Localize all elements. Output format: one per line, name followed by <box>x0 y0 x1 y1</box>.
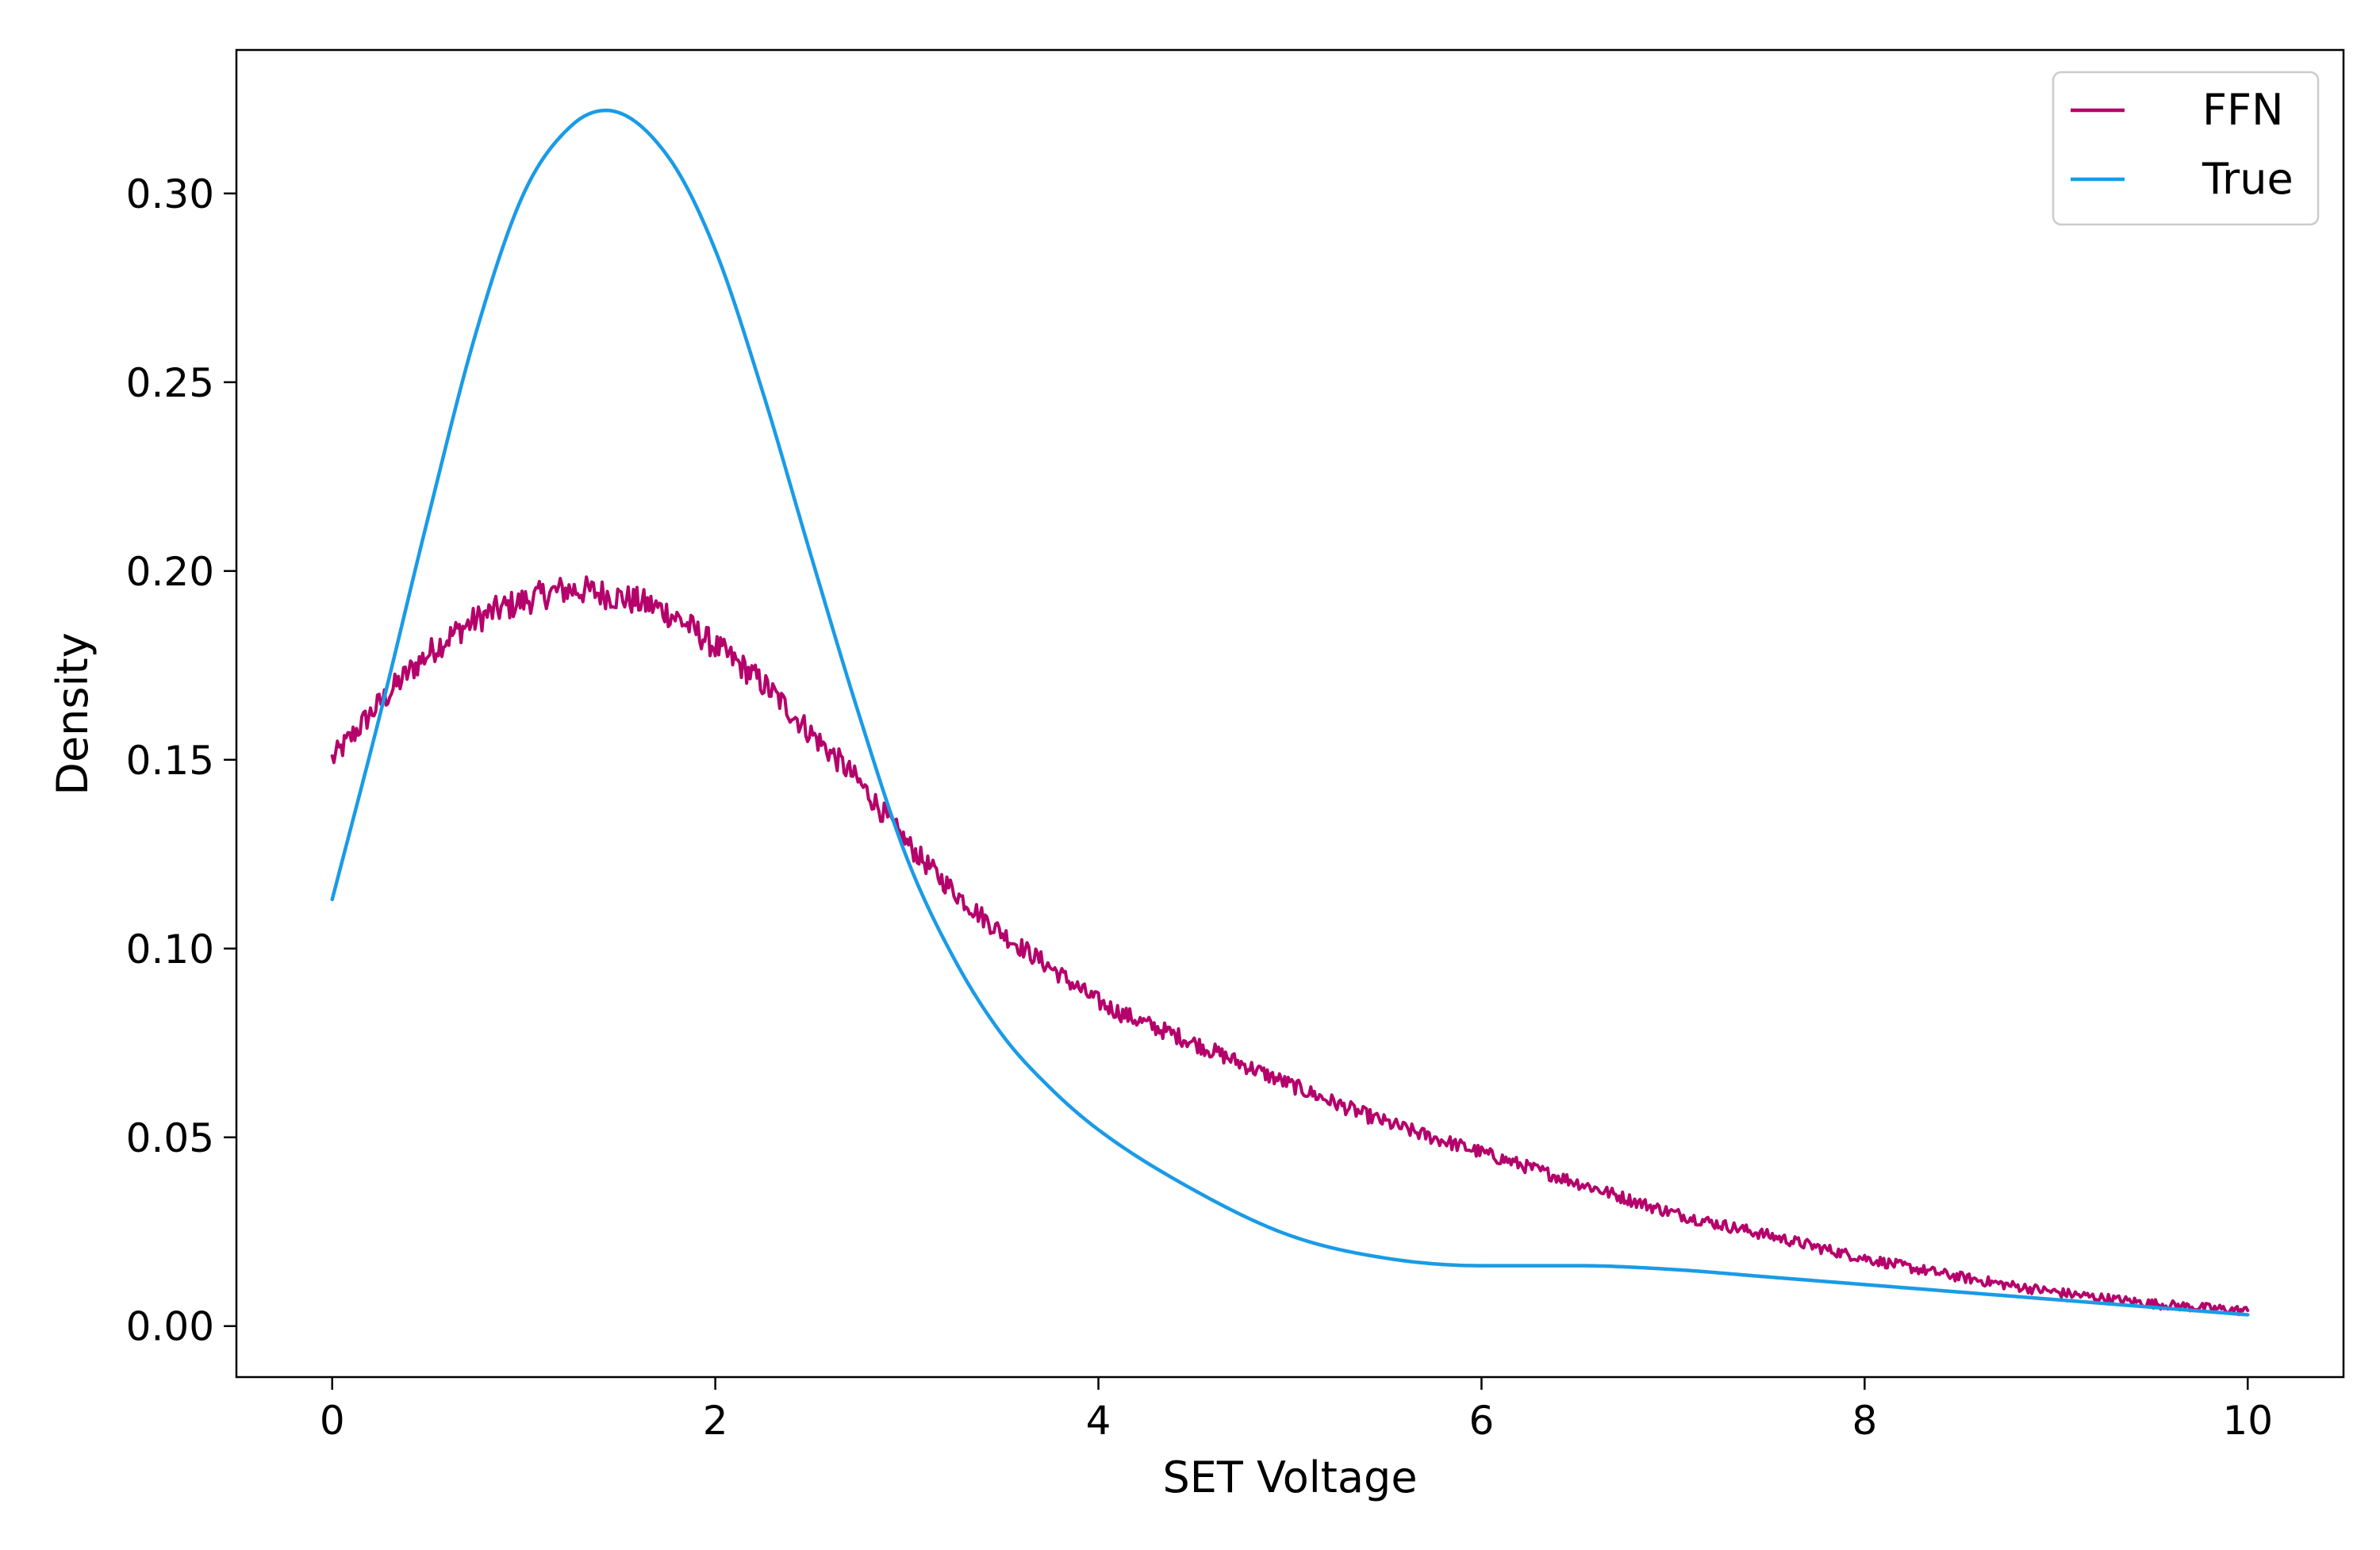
y-tick-label: 0.15 <box>126 738 214 784</box>
x-tick-label: 6 <box>1469 1398 1495 1444</box>
series-line-true <box>330 108 2250 1317</box>
plot-area-frame <box>235 48 2345 1379</box>
x-axis-label: SET Voltage <box>1162 1452 1417 1502</box>
series-line-ffn <box>330 575 2250 1317</box>
y-tick-label: 0.00 <box>126 1304 214 1350</box>
x-tick-label: 4 <box>1086 1398 1111 1444</box>
y-tick-label: 0.10 <box>126 927 214 973</box>
y-tick-label: 0.20 <box>126 549 214 595</box>
legend: FFN True <box>2052 71 2320 226</box>
y-tick-label: 0.30 <box>126 171 214 217</box>
x-tick-label: 0 <box>320 1398 345 1444</box>
legend-label-ffn: FFN <box>2202 85 2284 135</box>
x-tick-label: 10 <box>2222 1398 2273 1444</box>
series-layer <box>330 108 2250 1317</box>
tick-layer: 0 2 4 6 8 10 0.00 0.05 0.10 0.15 0.20 0.25 0.30 <box>126 171 2273 1444</box>
x-tick-label: 8 <box>1852 1398 1877 1444</box>
y-tick-label: 0.25 <box>126 360 214 406</box>
x-tick-label: 2 <box>703 1398 728 1444</box>
y-tick-label: 0.05 <box>126 1115 214 1161</box>
y-axis-label: Density <box>48 632 98 795</box>
legend-label-true: True <box>2202 154 2294 204</box>
